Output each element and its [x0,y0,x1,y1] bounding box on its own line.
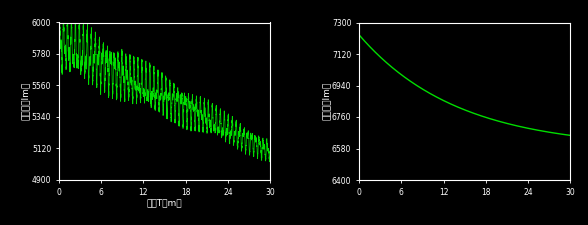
Y-axis label: 光通量（lm）: 光通量（lm） [21,82,30,120]
X-axis label: 时间T（m）: 时间T（m） [146,198,182,207]
Y-axis label: 光通量（lm）: 光通量（lm） [322,82,330,120]
